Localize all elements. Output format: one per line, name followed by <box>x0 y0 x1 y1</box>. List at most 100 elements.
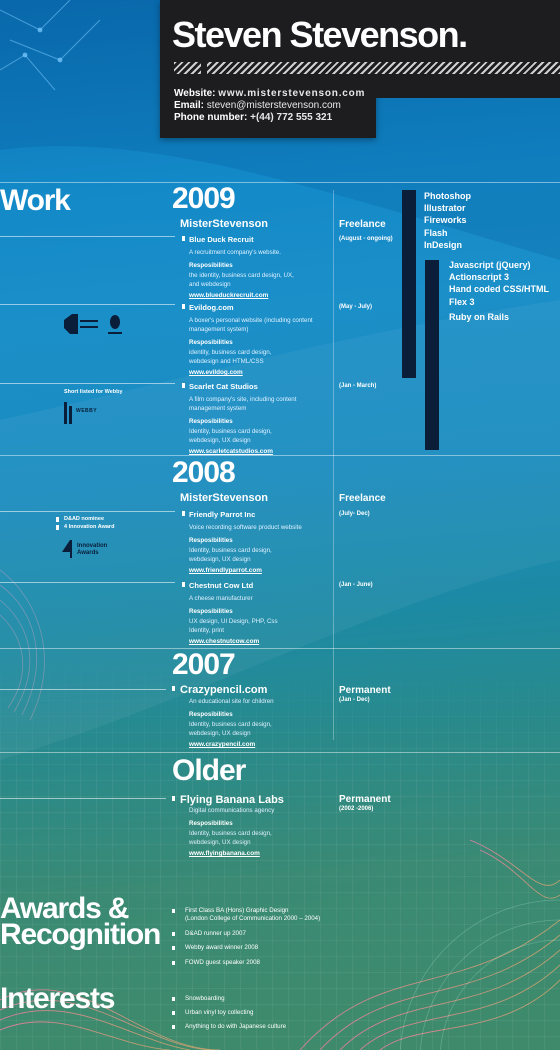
innovation-logo-line1: Innovation <box>77 543 108 549</box>
website-line: Website: www.misterstevenson.com <box>174 88 365 99</box>
skill-item: Illustrator <box>424 203 466 214</box>
column-divider <box>333 190 334 740</box>
job-date: (Jan - June) <box>339 582 373 588</box>
list-marker <box>172 961 175 965</box>
role-title: Permanent <box>339 794 391 805</box>
job-link[interactable]: www.evildog.com <box>189 369 243 376</box>
job-link[interactable]: www.friendlyparrot.com <box>189 567 262 574</box>
work-heading: Work <box>0 184 71 217</box>
awards-heading: Awards & Recognition <box>0 892 161 951</box>
list-marker <box>172 997 175 1001</box>
interest-item: Anything to do with Japanese culture <box>185 1023 287 1030</box>
job-desc: A film company's site, including content… <box>189 396 297 412</box>
job-date: (August - ongoing) <box>339 236 393 242</box>
job-entry: Evildog.com A boxer's personal website (… <box>189 303 339 376</box>
header-stripes <box>174 62 560 74</box>
award-item: FOWD guest speaker 2008 <box>185 959 260 966</box>
job-desc: Voice recording software product website <box>189 524 302 531</box>
list-marker <box>172 909 175 913</box>
job-link[interactable]: www.chestnutcow.com <box>189 638 260 645</box>
year-heading: 2007 <box>172 648 236 681</box>
divider-2007 <box>0 648 560 649</box>
job-marker <box>182 582 185 587</box>
job-marker <box>182 236 185 241</box>
company-name: Flying Banana Labs <box>180 794 284 806</box>
resp-label: Resposibilities <box>189 262 233 269</box>
job-marker <box>182 383 185 388</box>
skill-item: Javascript (jQuery) <box>449 260 531 270</box>
phone-line: Phone number: +(44) 772 555 321 <box>174 112 332 123</box>
year-heading: Older <box>172 754 246 787</box>
job-link[interactable]: www.scarletcatstudios.com <box>189 448 273 455</box>
list-marker <box>172 1011 175 1015</box>
company-name: MisterStevenson <box>180 492 269 504</box>
role-title: Freelance <box>339 219 386 230</box>
job-desc: A cheese manufacturer <box>189 595 253 602</box>
job-rule <box>0 511 175 512</box>
job-marker <box>172 796 175 801</box>
job-entry: Blue Duck Recruit A recruitment company'… <box>189 235 339 299</box>
skill-item: Photoshop <box>424 191 471 201</box>
job-link[interactable]: www.blueduckrecruit.com <box>189 292 269 299</box>
job-entry: An educational site for children Resposi… <box>189 697 339 748</box>
skill-item: Flash <box>424 227 448 238</box>
job-marker <box>182 304 185 309</box>
job-rule <box>0 582 175 583</box>
resp-label: Resposibilities <box>189 820 233 827</box>
phone-label: Phone number: <box>174 112 248 123</box>
awards-heading-line1: Awards & <box>0 892 129 925</box>
skill-item: Ruby on Rails <box>449 311 510 322</box>
resp-text: Identity, business card design, webdesig… <box>189 830 272 846</box>
email-label: Email: <box>174 100 205 111</box>
job-title: Evildog.com <box>189 303 234 312</box>
email-line: Email: steven@misterstevenson.com <box>174 100 341 111</box>
job-rule <box>0 383 175 384</box>
resp-label: Resposibilities <box>189 339 233 346</box>
job-link[interactable]: www.flyingbanana.com <box>189 850 260 857</box>
innovation-mark-icon <box>62 540 72 558</box>
skill-item: Flex 3 <box>449 296 475 307</box>
job-date: (May - July) <box>339 304 373 310</box>
award-item: D&AD runner up 2007 <box>185 930 246 937</box>
role-title: Permanent <box>339 685 391 696</box>
job-desc: An educational site for children <box>189 698 274 705</box>
page-title: Steven Stevenson. <box>172 14 468 55</box>
innovation-note: 4 Innovation Award <box>64 524 115 530</box>
job-link[interactable]: www.crazypencil.com <box>189 741 256 748</box>
job-rule <box>0 798 166 799</box>
year-heading: 2009 <box>172 182 236 215</box>
skill-item: Actionscript 3 <box>449 272 510 283</box>
phone-number: +(44) 772 555 321 <box>250 112 333 123</box>
job-marker <box>182 511 185 516</box>
resp-text: identity, business card design, webdesig… <box>189 349 272 365</box>
resp-text: the identity, business card design, UX, … <box>189 272 294 288</box>
note-marker <box>56 525 59 530</box>
divider-2009 <box>0 182 560 183</box>
list-marker <box>172 946 175 950</box>
job-entry: Digital communications agency Resposibil… <box>189 806 339 857</box>
webby-logo-text: WEBBY <box>76 408 98 414</box>
website-link[interactable]: www.misterstevenson.com <box>218 88 366 99</box>
resp-text: UX design, UI Design, PHP, Css Identity,… <box>189 618 278 634</box>
job-date: (Jan - Dec) <box>339 697 370 703</box>
email-link[interactable]: steven@misterstevenson.com <box>206 100 341 111</box>
innovation-logo-line2: Awards <box>77 550 99 556</box>
job-title: Friendly Parrot Inc <box>189 510 256 519</box>
skill-item: InDesign <box>424 239 463 250</box>
divider-2008 <box>0 455 560 456</box>
skill-item: Hand coded CSS/HTML <box>449 284 550 295</box>
awards-heading-line2: Recognition <box>0 918 161 951</box>
job-date: (2002 -2006) <box>339 806 374 812</box>
job-entry: Chestnut Cow Ltd A cheese manufacturer R… <box>189 581 339 645</box>
skill-item: Fireworks <box>424 215 467 226</box>
skills-dev: Javascript (jQuery) Actionscript 3 Hand … <box>449 259 549 323</box>
job-desc: A recruitment company's website. <box>189 249 281 256</box>
job-rule <box>0 304 175 305</box>
job-date: (July- Dec) <box>339 511 370 517</box>
list-marker <box>172 1025 175 1029</box>
job-rule <box>0 689 166 690</box>
award-item: (London College of Communication 2000 – … <box>185 915 321 922</box>
resp-text: Identity, business card design, webdesig… <box>189 428 272 444</box>
innovation-logo: Innovation Awards <box>62 540 122 560</box>
evildog-logo <box>64 314 122 334</box>
